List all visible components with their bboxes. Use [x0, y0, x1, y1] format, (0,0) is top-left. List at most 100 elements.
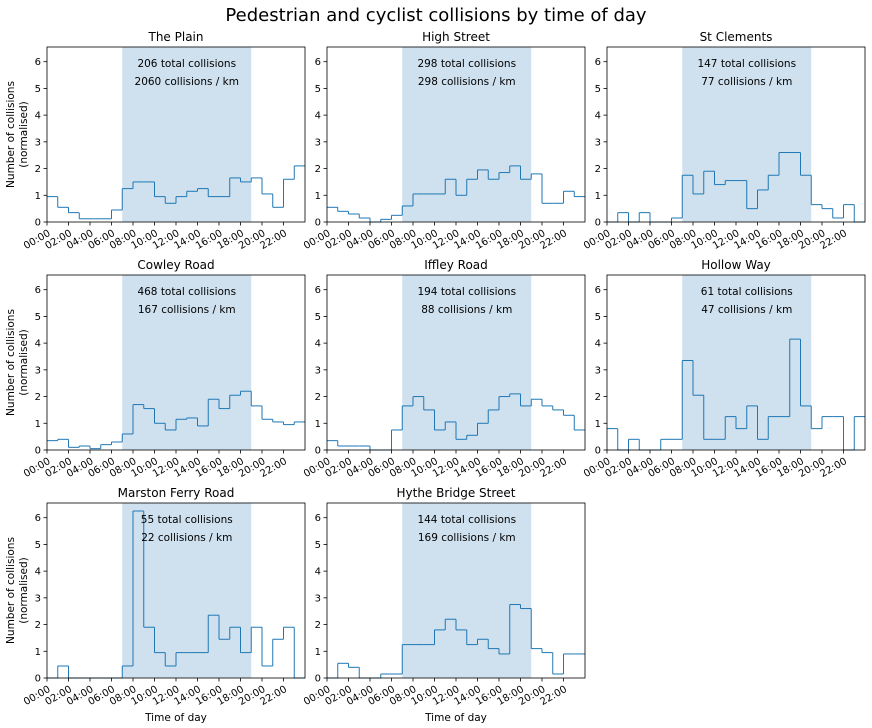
y-tick-label: 6: [315, 285, 321, 296]
y-tick-label: 5: [35, 84, 41, 95]
annotation-rate: 22 collisions / km: [141, 532, 232, 544]
y-tick-label: 2: [595, 392, 601, 403]
y-tick-label: 0: [595, 446, 601, 457]
y-tick-label: 0: [315, 674, 321, 685]
y-tick-label: 3: [35, 593, 41, 604]
y-tick-label: 2: [315, 620, 321, 631]
x-axis-label: Time of day: [144, 712, 207, 724]
y-tick-label: 4: [35, 339, 41, 350]
subplot-hythe-bridge-street: 012345600:0002:0004:0006:0008:0010:0012:…: [302, 486, 586, 724]
subplot-title: St Clements: [700, 30, 773, 44]
y-tick-label: 3: [35, 365, 41, 376]
subplot-hollow-way: 012345600:0002:0004:0006:0008:0010:0012:…: [582, 258, 866, 480]
daytime-band: [402, 275, 532, 450]
annotation-total: 61 total collisions: [701, 286, 793, 298]
subplot-marston-ferry-road: 012345600:0002:0004:0006:0008:0010:0012:…: [5, 486, 306, 724]
y-tick-label: 1: [315, 647, 321, 658]
subplot-high-street: 012345600:0002:0004:0006:0008:0010:0012:…: [302, 30, 586, 252]
panels: 012345600:0002:0004:0006:0008:0010:0012:…: [5, 30, 866, 724]
y-tick-label: 3: [595, 365, 601, 376]
subplot-title: Hythe Bridge Street: [396, 486, 515, 500]
annotation-total: 468 total collisions: [137, 286, 236, 298]
series-steps: [47, 390, 305, 450]
y-tick-label: 0: [595, 218, 601, 229]
y-tick-label: 1: [35, 419, 41, 430]
y-tick-label: 2: [315, 392, 321, 403]
daytime-band: [402, 503, 532, 678]
y-tick-label: 0: [35, 218, 41, 229]
y-tick-label: 4: [35, 111, 41, 122]
y-tick-label: 4: [315, 111, 321, 122]
y-tick-label: 5: [595, 312, 601, 323]
y-axis-label-line: (normalised): [18, 329, 30, 396]
y-tick-label: 4: [315, 339, 321, 350]
y-tick-label: 5: [315, 312, 321, 323]
y-tick-label: 5: [315, 540, 321, 551]
series-steps: [47, 165, 305, 220]
annotation-rate: 298 collisions / km: [418, 76, 516, 88]
y-tick-label: 1: [35, 647, 41, 658]
annotation-rate: 77 collisions / km: [701, 76, 792, 88]
subplot-iffley-road: 012345600:0002:0004:0006:0008:0010:0012:…: [302, 258, 586, 480]
series-steps: [327, 165, 585, 223]
y-tick-label: 4: [595, 111, 601, 122]
y-axis-label: Number of collisions(normalised): [5, 537, 30, 644]
subplot-title: The Plain: [148, 30, 204, 44]
y-tick-label: 2: [35, 392, 41, 403]
figure-title: Pedestrian and cyclist collisions by tim…: [225, 5, 647, 26]
series-steps: [327, 393, 585, 451]
y-tick-label: 3: [35, 137, 41, 148]
annotation-total: 194 total collisions: [417, 286, 516, 298]
y-tick-label: 6: [35, 285, 41, 296]
subplot-title: Marston Ferry Road: [118, 486, 235, 500]
subplot-title: Hollow Way: [701, 258, 771, 272]
daytime-band: [122, 275, 252, 450]
y-tick-label: 5: [35, 540, 41, 551]
y-tick-label: 2: [35, 164, 41, 175]
y-tick-label: 2: [315, 164, 321, 175]
y-tick-label: 4: [315, 567, 321, 578]
annotation-rate: 2060 collisions / km: [135, 76, 239, 88]
y-tick-label: 1: [595, 191, 601, 202]
subplot-title: Cowley Road: [137, 258, 214, 272]
y-tick-label: 1: [315, 191, 321, 202]
subplot-title: Iffley Road: [424, 258, 488, 272]
subplot-title: High Street: [422, 30, 490, 44]
annotation-total: 298 total collisions: [417, 58, 516, 70]
y-axis-label-line: (normalised): [18, 101, 30, 168]
y-tick-label: 6: [315, 513, 321, 524]
subplot-st-clements: 012345600:0002:0004:0006:0008:0010:0012:…: [582, 30, 866, 252]
annotation-rate: 88 collisions / km: [421, 304, 512, 316]
y-tick-label: 0: [35, 446, 41, 457]
annotation-total: 144 total collisions: [417, 514, 516, 526]
y-tick-label: 3: [315, 365, 321, 376]
y-tick-label: 3: [315, 137, 321, 148]
daytime-band: [122, 503, 252, 678]
y-axis-label-line: Number of collisions: [5, 81, 17, 188]
y-tick-label: 5: [595, 84, 601, 95]
y-axis-label-line: Number of collisions: [5, 537, 17, 644]
y-tick-label: 6: [35, 57, 41, 68]
y-tick-label: 5: [315, 84, 321, 95]
y-tick-label: 4: [595, 339, 601, 350]
y-tick-label: 1: [315, 419, 321, 430]
y-axis-label-line: (normalised): [18, 557, 30, 624]
y-tick-label: 6: [595, 57, 601, 68]
annotation-total: 147 total collisions: [697, 58, 796, 70]
subplot-cowley-road: 012345600:0002:0004:0006:0008:0010:0012:…: [5, 258, 306, 480]
y-tick-label: 5: [35, 312, 41, 323]
y-tick-label: 2: [595, 164, 601, 175]
y-axis-label-line: Number of collisions: [5, 309, 17, 416]
y-tick-label: 0: [35, 674, 41, 685]
y-axis-label: Number of collisions(normalised): [5, 309, 30, 416]
y-tick-label: 1: [35, 191, 41, 202]
annotation-rate: 47 collisions / km: [701, 304, 792, 316]
x-axis-label: Time of day: [424, 712, 487, 724]
y-tick-label: 2: [35, 620, 41, 631]
annotation-total: 55 total collisions: [141, 514, 233, 526]
y-tick-label: 6: [595, 285, 601, 296]
annotation-rate: 167 collisions / km: [138, 304, 236, 316]
y-tick-label: 0: [315, 218, 321, 229]
y-tick-label: 0: [315, 446, 321, 457]
